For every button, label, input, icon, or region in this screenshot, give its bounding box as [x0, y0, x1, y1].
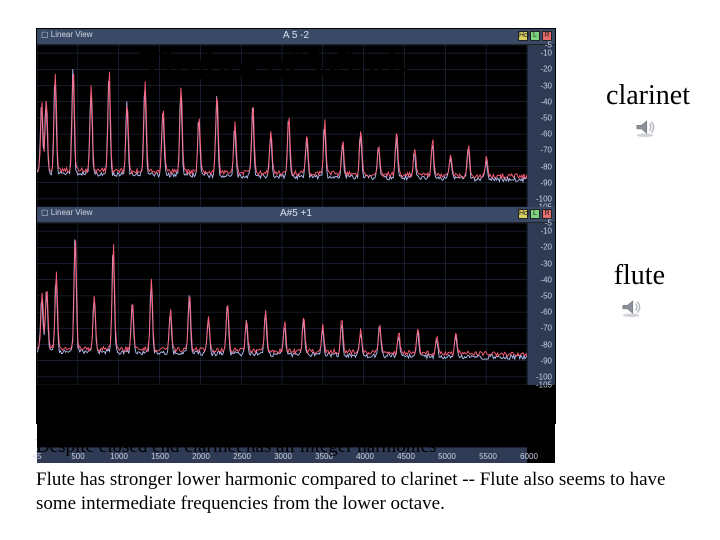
chip-hold[interactable]: Hold — [518, 31, 528, 41]
y-tick-label: -70 — [540, 324, 552, 333]
panel-header: ▢ Linear View A#5 +1 Hold L R — [37, 207, 555, 223]
y-tick-label: -80 — [540, 340, 552, 349]
y-tick-label: -60 — [540, 308, 552, 317]
linear-view-label: ▢ Linear View — [41, 208, 92, 217]
y-tick-label: -20 — [540, 65, 552, 74]
y-tick-label: -90 — [540, 178, 552, 187]
spectrum-panel-flute: ▢ Linear View A#5 +1 Hold L R -5-10-20-3… — [37, 207, 555, 385]
label-flute: flute — [614, 260, 665, 292]
note-label: A#5 +1 — [280, 208, 312, 219]
y-tick-label: -40 — [540, 97, 552, 106]
y-tick-label: -40 — [540, 275, 552, 284]
chip-hold[interactable]: Hold — [518, 209, 528, 219]
caption-line-1: Despite closed end clarinet has all inte… — [36, 435, 684, 459]
label-clarinet: clarinet — [606, 80, 690, 112]
chip-r[interactable]: R — [542, 31, 552, 41]
y-axis: -5-10-20-30-40-50-60-70-80-90-100-105 — [527, 45, 555, 207]
y-tick-label: -70 — [540, 146, 552, 155]
plot-area — [37, 223, 527, 385]
speaker-icon[interactable] — [620, 298, 642, 318]
y-tick-label: -90 — [540, 356, 552, 365]
panel-chips: Hold L R — [518, 209, 552, 219]
y-tick-label: -105 — [536, 381, 552, 390]
chip-l[interactable]: L — [530, 209, 540, 219]
linear-view-label: ▢ Linear View — [41, 30, 92, 39]
y-tick-label: -30 — [540, 259, 552, 268]
speaker-icon[interactable] — [634, 118, 656, 138]
y-tick-label: -50 — [540, 113, 552, 122]
panel-chips: Hold L R — [518, 31, 552, 41]
y-tick-label: -10 — [540, 227, 552, 236]
y-tick-label: -50 — [540, 291, 552, 300]
y-tick-label: -60 — [540, 130, 552, 139]
slide: ▢ Linear View A 5 -2 Hold L R -5-10-20-3… — [0, 0, 720, 540]
y-tick-label: -20 — [540, 243, 552, 252]
caption-line-2: Flute has stronger lower harmonic compar… — [36, 468, 684, 516]
y-axis: -5-10-20-30-40-50-60-70-80-90-100-105 — [527, 223, 555, 385]
y-tick-label: -30 — [540, 81, 552, 90]
y-tick-label: -10 — [540, 49, 552, 58]
note-label: A 5 -2 — [283, 30, 309, 41]
chip-l[interactable]: L — [530, 31, 540, 41]
y-tick-label: -80 — [540, 162, 552, 171]
chip-r[interactable]: R — [542, 209, 552, 219]
page-title: Timbre of Winds — [140, 42, 412, 89]
